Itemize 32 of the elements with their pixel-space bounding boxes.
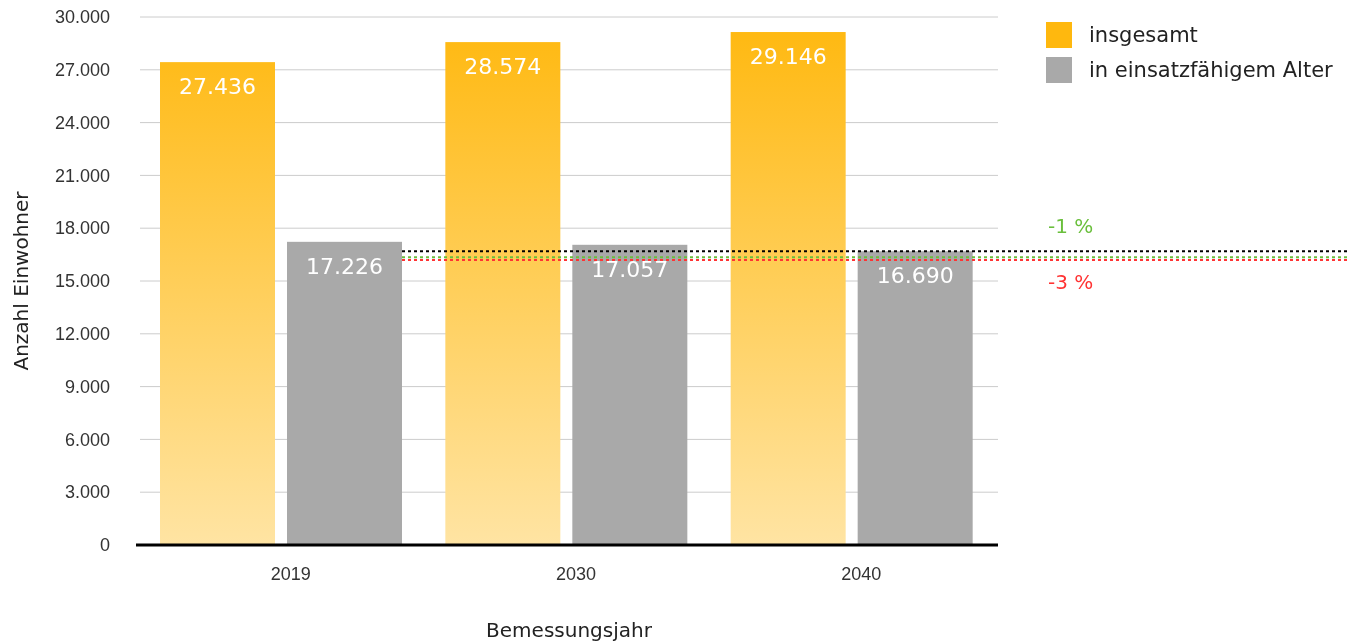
bar: [445, 42, 561, 545]
bar: [287, 241, 402, 545]
y-tick-label: 15.000: [54, 271, 110, 292]
text: -3 %: [1048, 269, 1094, 294]
text: -1 %: [1048, 214, 1094, 239]
y-tick-label: 18.000: [54, 218, 110, 239]
x-tick-label: 2040: [841, 563, 882, 584]
bar: [730, 32, 846, 545]
text: 16.690: [876, 263, 954, 289]
y-tick-label: 24.000: [54, 112, 110, 133]
y-tick-label: 12.000: [54, 324, 110, 345]
y-tick-label: 21.000: [54, 165, 110, 186]
text: 27.436: [179, 74, 256, 100]
bar: [572, 244, 688, 545]
x-tick-label: 2030: [555, 563, 597, 584]
text: 17.226: [306, 253, 383, 279]
text: 29.146: [749, 44, 827, 70]
x-tick-label: 2019: [270, 563, 311, 584]
text: 17.057: [591, 256, 669, 282]
y-tick-label: 27.000: [54, 60, 110, 81]
bar: [857, 251, 973, 545]
legend-label: in einsatzfähigem Alter: [1089, 58, 1334, 82]
y-tick-label: 6.000: [64, 429, 110, 450]
y-tick-label: 3.000: [64, 482, 110, 503]
x-axis-title: Bemessungsjahr: [486, 618, 653, 642]
bar: [160, 62, 275, 545]
y-tick-label: 9.000: [64, 376, 110, 397]
y-axis-title: Anzahl Einwohner: [9, 190, 33, 371]
legend-label: insgesamt: [1089, 23, 1198, 47]
y-tick-label: 0: [99, 535, 110, 556]
y-tick-label: 30.000: [54, 7, 110, 28]
text: 28.574: [464, 54, 542, 80]
